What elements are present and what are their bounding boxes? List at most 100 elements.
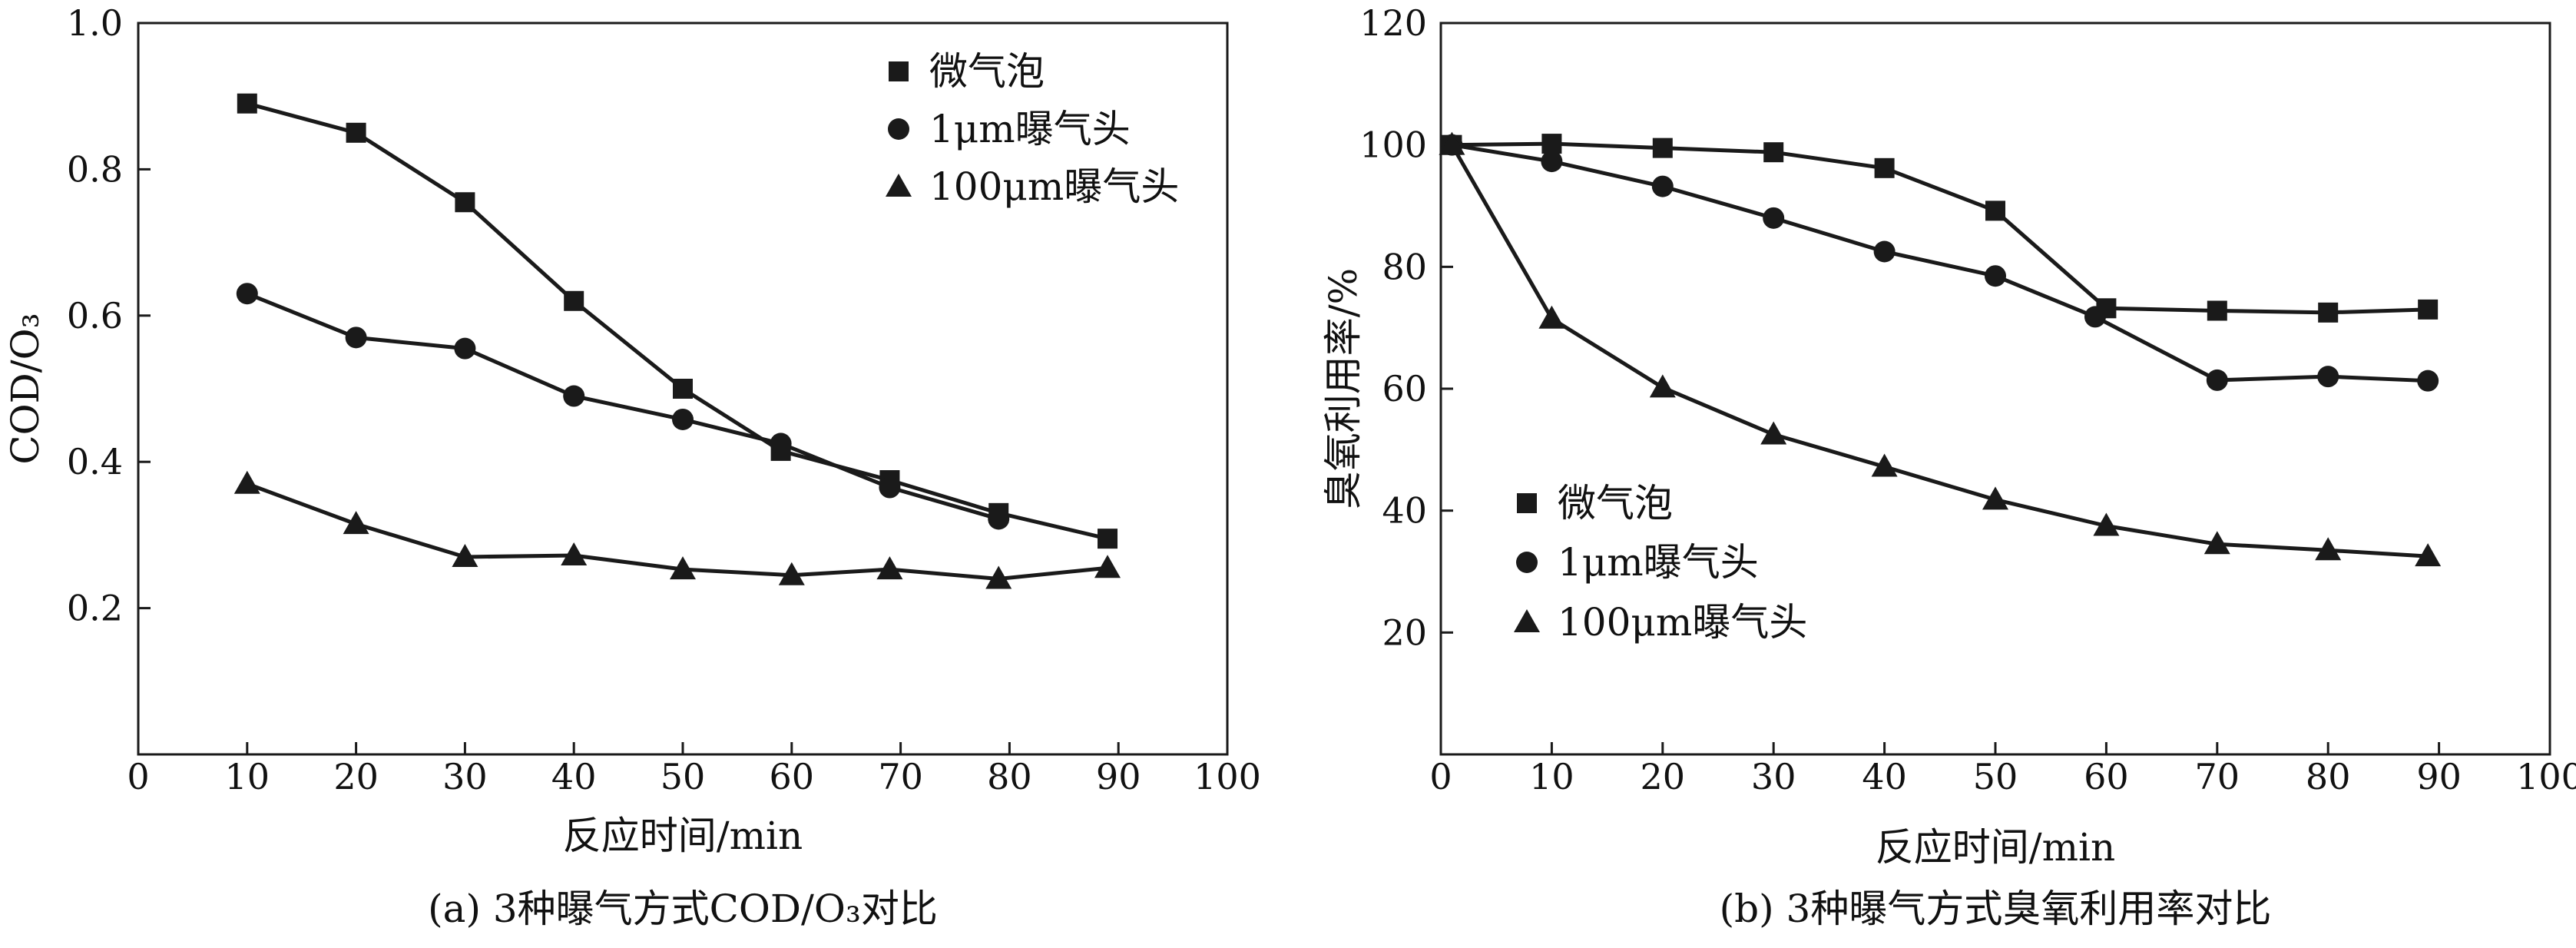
- data-point: [1763, 207, 1785, 229]
- data-point: [346, 122, 366, 143]
- data-point: [1649, 374, 1676, 398]
- legend-marker-square: [889, 61, 909, 81]
- data-point: [1985, 201, 2005, 221]
- x-tick-label: 10: [1529, 756, 1574, 797]
- data-point: [1439, 131, 1465, 155]
- data-point: [1538, 305, 1565, 329]
- x-tick-label: 0: [1429, 756, 1452, 797]
- data-point: [985, 565, 1012, 589]
- x-tick-label: 20: [333, 756, 379, 797]
- y-tick-label: 1.0: [67, 2, 123, 44]
- legend: 微气泡 1μm曝气头 100μm曝气头: [886, 49, 1179, 209]
- x-tick-label: 90: [2416, 756, 2462, 797]
- data-point: [1651, 175, 1674, 197]
- series-triangle: [1439, 131, 2442, 567]
- legend: 微气泡 1μm曝气头 100μm曝气头: [1514, 481, 1807, 645]
- x-tick-label: 60: [770, 756, 815, 797]
- y-tick-label: 0.2: [67, 588, 123, 629]
- data-point: [2318, 302, 2339, 323]
- chart-b: 0 10 20 30 40 50 60 70 80 90 100 20 40 60 80 100 120 反应时间…: [1321, 2, 2576, 931]
- figure-caption: (b) 3种曝气方式臭氧利用率对比: [1720, 887, 2272, 931]
- x-axis-title: 反应时间/min: [1876, 825, 2115, 870]
- series-circle: [1441, 134, 2439, 392]
- legend-label: 微气泡: [1558, 481, 1673, 525]
- data-point: [988, 508, 1010, 530]
- legend-marker-triangle: [1514, 609, 1540, 632]
- data-point: [2415, 543, 2442, 567]
- data-point: [237, 93, 257, 114]
- x-tick-label: 80: [2306, 756, 2351, 797]
- x-tick-label: 40: [1862, 756, 1907, 797]
- data-point: [673, 379, 693, 399]
- data-point: [2317, 366, 2339, 388]
- series-square: [237, 93, 1118, 549]
- x-tick-label: 100: [2516, 756, 2576, 797]
- legend-marker-circle: [888, 118, 909, 140]
- legend-label: 100μm曝气头: [929, 164, 1179, 209]
- y-tick-label: 60: [1382, 368, 1427, 409]
- data-point: [2315, 537, 2342, 561]
- data-point: [345, 326, 367, 349]
- legend-marker-square: [1517, 493, 1537, 513]
- x-tick-label: 50: [1973, 756, 2018, 797]
- data-point: [1652, 138, 1673, 158]
- data-point: [1094, 555, 1121, 578]
- data-point: [564, 290, 584, 311]
- y-tick-label: 80: [1382, 246, 1427, 287]
- x-tick-label: 50: [661, 756, 706, 797]
- data-point: [2418, 299, 2439, 320]
- plot-frame: [1439, 22, 2551, 756]
- x-tick-label: 10: [225, 756, 270, 797]
- data-point: [1871, 453, 1898, 477]
- legend-label: 微气泡: [929, 49, 1045, 94]
- data-point: [778, 562, 805, 585]
- x-tick-label: 0: [127, 756, 149, 797]
- x-tick-label: 80: [987, 756, 1032, 797]
- x-tick-label: 40: [551, 756, 597, 797]
- x-tick-label: 70: [878, 756, 923, 797]
- data-point: [2417, 370, 2439, 392]
- y-tick-label: 0.4: [67, 441, 123, 482]
- data-point: [1760, 421, 1787, 445]
- y-tick-label: 0.6: [67, 295, 123, 336]
- data-point: [233, 470, 260, 494]
- y-tick-label: 20: [1382, 612, 1427, 653]
- data-point: [236, 283, 258, 305]
- data-point: [670, 556, 696, 580]
- data-point: [563, 385, 585, 407]
- x-tick-label: 60: [2084, 756, 2129, 797]
- data-point: [1985, 265, 2006, 287]
- legend-label: 100μm曝气头: [1558, 600, 1807, 645]
- data-point: [1874, 157, 1895, 178]
- legend-marker-triangle: [886, 174, 912, 197]
- chart-a: 0 10 20 30 40 50 60 70 80 90 100 0.2 0.4 0.6 0.8 1.0 反应时…: [3, 2, 1261, 931]
- x-tick-label: 70: [2195, 756, 2240, 797]
- data-point: [672, 408, 694, 430]
- series-line: [1452, 143, 2429, 383]
- y-tick-label: 40: [1382, 490, 1427, 532]
- y-tick-label: 100: [1359, 124, 1427, 166]
- data-point: [770, 433, 792, 455]
- data-point: [1541, 151, 1563, 173]
- x-tick-label: 30: [442, 756, 488, 797]
- legend-marker-circle: [1516, 552, 1538, 573]
- data-point: [2084, 306, 2106, 328]
- y-axis-title: 臭氧利用率/%: [1321, 268, 1366, 509]
- y-tick-label: 0.8: [67, 148, 123, 190]
- data-point: [452, 543, 478, 567]
- data-point: [1763, 142, 1784, 163]
- series-square: [1442, 134, 2439, 323]
- data-point: [2093, 512, 2120, 536]
- series-line: [1450, 144, 2429, 559]
- data-point: [2204, 531, 2230, 555]
- series-triangle: [233, 470, 1121, 589]
- x-axis-title: 反应时间/min: [563, 814, 803, 858]
- x-tick-label: 20: [1641, 756, 1686, 797]
- figure-caption: (a) 3种曝气方式COD/O₃对比: [428, 887, 938, 931]
- y-tick-label: 120: [1359, 2, 1427, 44]
- y-axis-title: COD/O₃: [3, 313, 48, 464]
- data-point: [1873, 240, 1896, 263]
- legend-label: 1μm曝气头: [929, 107, 1131, 151]
- x-tick-label: 30: [1751, 756, 1796, 797]
